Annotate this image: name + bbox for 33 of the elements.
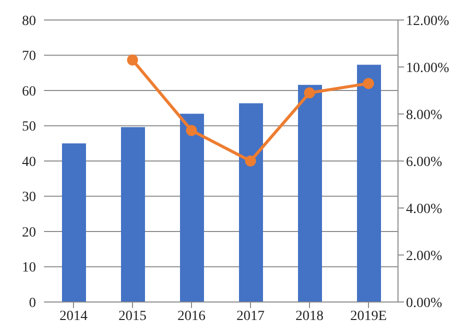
x-tick-label: 2014 bbox=[60, 308, 88, 324]
y-tick-label: 20 bbox=[22, 225, 36, 240]
bar bbox=[357, 64, 381, 302]
y-tick-label: 10 bbox=[22, 260, 36, 276]
y2-tick-label: 2.00% bbox=[406, 248, 442, 264]
y-tick-label: 30 bbox=[22, 190, 36, 206]
x-tick-label: 2019E bbox=[350, 308, 387, 324]
bar bbox=[121, 127, 145, 302]
x-tick-label: 2015 bbox=[118, 308, 146, 324]
point bbox=[363, 78, 374, 89]
y2-tick-label: 0.00% bbox=[406, 296, 442, 311]
x-tick-label: 2016 bbox=[178, 308, 206, 324]
point bbox=[304, 87, 315, 98]
point bbox=[245, 156, 256, 166]
y2-tick-label: 10.00% bbox=[406, 60, 450, 76]
y-tick-label: 80 bbox=[22, 14, 36, 29]
bar bbox=[298, 84, 322, 302]
bar bbox=[239, 103, 263, 302]
y-tick-label: 0 bbox=[29, 296, 36, 311]
x-tick-label: 2017 bbox=[236, 308, 264, 324]
y-tick-label: 70 bbox=[22, 49, 36, 64]
point bbox=[127, 54, 138, 66]
y2-tick-label: 12.00% bbox=[406, 14, 450, 29]
bar bbox=[180, 114, 204, 302]
y2-tick-label: 4.00% bbox=[406, 202, 442, 217]
x-tick-label: 2018 bbox=[296, 308, 324, 324]
bar bbox=[62, 143, 86, 302]
point bbox=[186, 124, 197, 136]
y-tick-label: 40 bbox=[22, 154, 36, 170]
y-tick-label: 60 bbox=[22, 84, 36, 100]
y-tick-label: 50 bbox=[22, 120, 36, 135]
y2-tick-label: 8.00% bbox=[406, 108, 442, 123]
y2-tick-label: 6.00% bbox=[406, 154, 442, 170]
